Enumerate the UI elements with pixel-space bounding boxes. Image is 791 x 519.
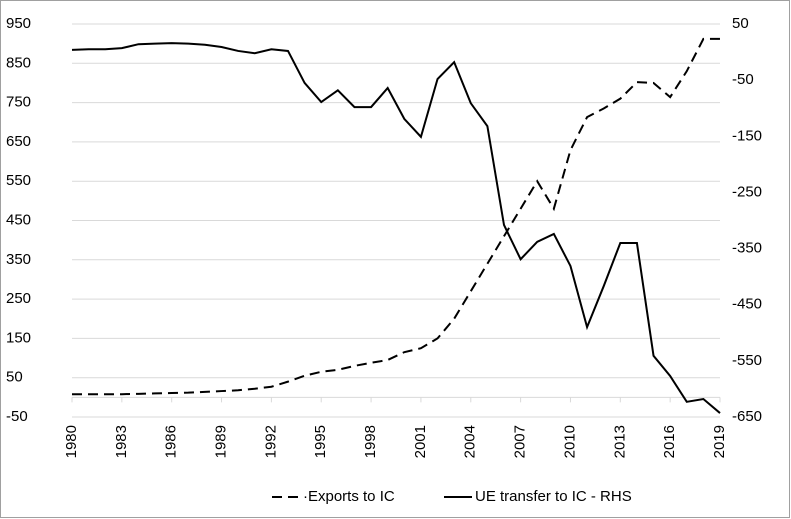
y-tick-label: 550 [6, 172, 31, 189]
y-tick-label: 650 [6, 133, 31, 150]
x-tick-label: 2019 [711, 425, 728, 458]
y-tick-label: 750 [6, 94, 31, 111]
x-tick-label: 2016 [661, 425, 678, 458]
x-tick-label: 1980 [63, 425, 80, 458]
x-tick-label: 1989 [213, 425, 230, 458]
x-tick-label: 2001 [412, 425, 429, 458]
x-tick-label: 2010 [561, 425, 578, 458]
y-tick-label: 850 [6, 54, 31, 71]
x-tick-label: 1986 [163, 425, 180, 458]
y-tick-label: 350 [6, 251, 31, 268]
x-tick-label: 1983 [113, 425, 130, 458]
x-tick-label: 2007 [512, 425, 529, 458]
y2-tick-label: -250 [732, 183, 762, 200]
legend-label: UE transfer to IC - RHS [475, 488, 632, 505]
x-tick-label: 2004 [462, 425, 479, 458]
y2-tick-label: 50 [732, 15, 749, 32]
y2-tick-label: -50 [732, 71, 754, 88]
legend-label: ·Exports to IC [303, 488, 395, 505]
y2-tick-label: -150 [732, 127, 762, 144]
x-tick-label: 1998 [362, 425, 379, 458]
y-tick-label: 150 [6, 329, 31, 346]
y-tick-label: -50 [6, 408, 28, 425]
y-tick-label: 250 [6, 290, 31, 307]
y2-tick-label: -550 [732, 352, 762, 369]
x-tick-label: 1992 [262, 425, 279, 458]
y-tick-label: 950 [6, 15, 31, 32]
series-line [72, 37, 720, 396]
y-tick-label: 50 [6, 369, 23, 386]
x-tick-label: 1995 [312, 425, 329, 458]
y2-tick-label: -450 [732, 296, 762, 313]
y2-tick-label: -350 [732, 240, 762, 257]
x-tick-label: 2013 [611, 425, 628, 458]
y2-tick-label: -650 [732, 408, 762, 425]
series-line [71, 42, 721, 414]
y-tick-label: 450 [6, 211, 31, 228]
